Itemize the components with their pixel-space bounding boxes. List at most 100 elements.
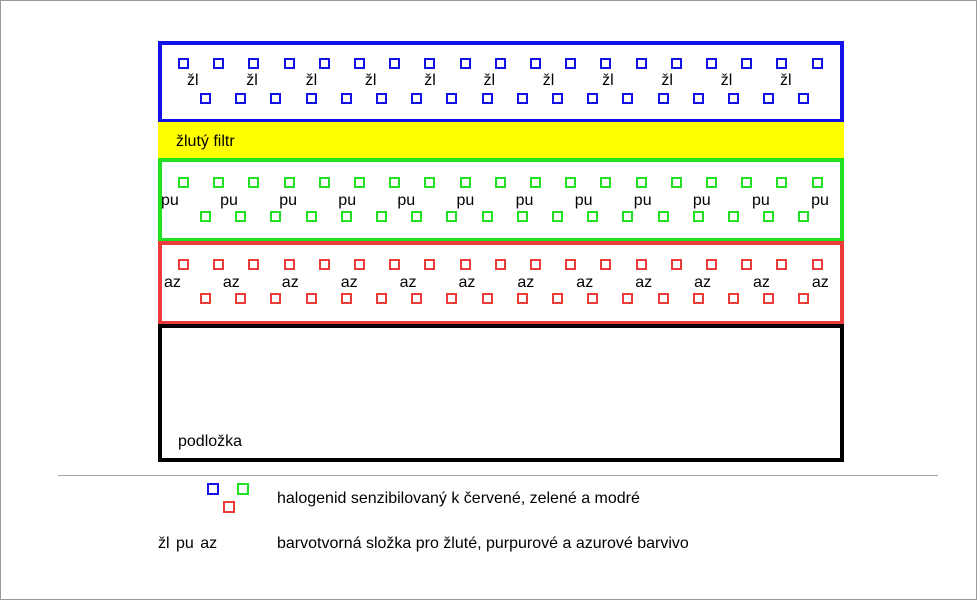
red-grain xyxy=(552,293,563,304)
green-grain xyxy=(622,211,634,222)
blue-grain xyxy=(389,58,401,69)
red-grain xyxy=(235,293,247,304)
green-grain xyxy=(446,211,458,222)
blue-grain xyxy=(587,93,599,104)
magenta-coupler-tag: pu xyxy=(338,192,357,209)
red-grain xyxy=(635,259,647,270)
green-grain xyxy=(565,177,577,188)
cyan-coupler-tag: az xyxy=(635,274,653,291)
green-grain xyxy=(340,211,352,222)
green-sensitive-layer xyxy=(158,158,844,242)
red-grain xyxy=(657,293,669,304)
green-grain xyxy=(670,177,682,188)
magenta-coupler-tag: pu xyxy=(279,192,297,209)
blue-grain xyxy=(763,93,775,104)
legend-green-grain-icon xyxy=(237,483,249,495)
green-grain xyxy=(692,211,704,222)
green-grain xyxy=(200,211,211,222)
red-grain xyxy=(516,293,528,304)
blue-grain xyxy=(635,58,647,69)
blue-grain xyxy=(200,93,211,104)
cyan-coupler-tag: az xyxy=(517,274,535,291)
green-grain xyxy=(635,177,647,188)
red-grain xyxy=(340,293,352,304)
green-grain xyxy=(424,177,436,188)
blue-grain xyxy=(670,58,682,69)
blue-grain xyxy=(530,58,541,69)
base-label: podložka xyxy=(178,433,243,450)
blue-grain xyxy=(741,58,753,69)
magenta-coupler-tag: pu xyxy=(456,192,475,209)
green-grain xyxy=(481,211,493,222)
yellow-coupler-tag: žl xyxy=(661,72,673,89)
red-grain xyxy=(283,259,295,270)
blue-grain xyxy=(622,93,634,104)
green-grain xyxy=(178,177,189,188)
blue-grain xyxy=(552,93,563,104)
red-grain xyxy=(741,259,753,270)
green-grain xyxy=(213,177,225,188)
red-grain xyxy=(811,259,823,270)
red-grain xyxy=(200,293,211,304)
legend-coupler-description: barvotvorná složka pro žluté, purpurové … xyxy=(277,535,689,552)
green-grain xyxy=(318,177,330,188)
legend-grain-description: halogenid senzibilovaný k červené, zelen… xyxy=(277,490,640,507)
green-grain xyxy=(587,211,599,222)
green-grain xyxy=(411,211,423,222)
green-grain xyxy=(552,211,563,222)
red-grain xyxy=(622,293,634,304)
blue-grain xyxy=(424,58,436,69)
blue-grain xyxy=(494,58,506,69)
green-grain xyxy=(706,177,717,188)
cyan-coupler-tag: az xyxy=(164,274,181,291)
yellow-coupler-tag: žl xyxy=(246,72,258,89)
magenta-coupler-tag: pu xyxy=(220,192,238,209)
blue-grain xyxy=(235,93,247,104)
red-grain xyxy=(728,293,739,304)
blue-grain xyxy=(600,58,612,69)
cyan-coupler-tag: az xyxy=(399,274,417,291)
red-grain xyxy=(446,293,458,304)
blue-grain xyxy=(459,58,471,69)
blue-grain xyxy=(565,58,577,69)
blue-grain xyxy=(411,93,423,104)
yellow-filter-layer: žlutý filtr xyxy=(158,122,844,159)
red-grain xyxy=(565,259,577,270)
yellow-coupler-tag: žl xyxy=(424,72,436,89)
green-grain xyxy=(516,211,528,222)
red-grain xyxy=(763,293,775,304)
magenta-coupler-tag: pu xyxy=(515,192,534,209)
green-grain xyxy=(728,211,739,222)
green-grain xyxy=(389,177,401,188)
red-grain xyxy=(213,259,225,270)
red-grain xyxy=(178,259,189,270)
green-grain xyxy=(530,177,541,188)
blue-grain xyxy=(305,93,317,104)
blue-grain xyxy=(798,93,810,104)
green-grain xyxy=(600,177,612,188)
blue-grain xyxy=(318,58,330,69)
green-grain xyxy=(376,211,387,222)
red-sensitive-layer xyxy=(158,241,844,325)
magenta-coupler-tag: pu xyxy=(633,192,652,209)
green-grain xyxy=(305,211,317,222)
green-grain xyxy=(776,177,788,188)
red-grain xyxy=(305,293,317,304)
legend-blue-grain-icon xyxy=(207,483,219,495)
red-grain xyxy=(587,293,599,304)
divider-line xyxy=(58,475,938,476)
blue-grain xyxy=(446,93,458,104)
red-grain xyxy=(270,293,282,304)
green-grain xyxy=(494,177,506,188)
green-grain xyxy=(657,211,669,222)
red-grain xyxy=(670,259,682,270)
blue-grain xyxy=(270,93,282,104)
red-grain xyxy=(354,259,365,270)
green-grain xyxy=(248,177,260,188)
blue-grain xyxy=(376,93,387,104)
green-grain xyxy=(459,177,471,188)
yellow-coupler-tag: žl xyxy=(542,72,555,89)
red-grain xyxy=(424,259,436,270)
yellow-coupler-tag: žl xyxy=(364,72,377,89)
